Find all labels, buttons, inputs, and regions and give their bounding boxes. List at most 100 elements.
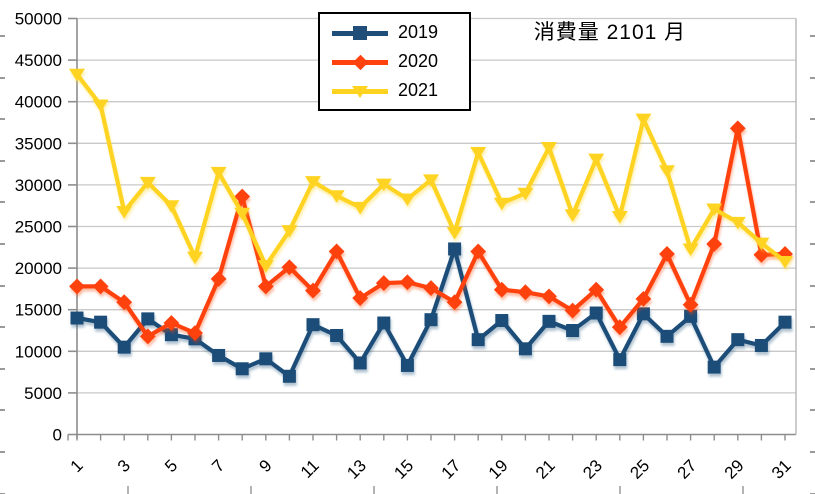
data-point-2019-day4	[141, 312, 155, 326]
data-point-2019-day16	[424, 313, 438, 327]
data-point-2019-day17	[448, 242, 462, 256]
screen-edge-artifact	[810, 409, 815, 411]
data-point-2021-day13	[352, 201, 369, 215]
legend-marker-2020-icon	[332, 49, 388, 75]
x-tick-label: 19	[485, 456, 512, 483]
x-tick-label: 15	[390, 456, 417, 483]
series-2020	[69, 120, 793, 345]
data-point-2020-day27	[682, 296, 699, 313]
data-point-2020-day17	[446, 294, 463, 311]
x-tick-label: 7	[208, 456, 228, 476]
data-point-2021-day17	[446, 226, 463, 240]
x-tick-label: 31	[768, 456, 795, 483]
data-point-2021-day22	[564, 209, 581, 222]
data-point-2019-day31	[778, 315, 792, 329]
y-tick-label: 30000	[15, 176, 62, 195]
x-tick-label: 9	[255, 456, 275, 476]
data-point-2019-day9	[259, 352, 273, 366]
x-tick-label: 25	[626, 456, 653, 483]
screen-edge-artifact	[810, 326, 815, 328]
screen-edge-artifact	[0, 118, 5, 120]
legend-item-2020: 2020	[332, 49, 469, 75]
legend-item-2019: 2019	[332, 20, 469, 46]
chart-title: 消費量 2101 月	[533, 21, 687, 44]
screen-edge-artifact	[0, 77, 5, 79]
data-point-2021-day28	[706, 203, 723, 217]
legend-marker-2021-icon	[332, 78, 388, 104]
screen-edge-artifact	[250, 486, 252, 494]
data-point-2020-day24	[611, 319, 628, 336]
data-point-2019-day30	[754, 338, 768, 352]
data-point-2020-day22	[564, 302, 581, 319]
data-point-2019-day5	[164, 328, 178, 342]
data-point-2021-day6	[187, 251, 203, 265]
screen-edge-artifact	[0, 201, 5, 203]
legend: 2019 2020 2021	[318, 12, 471, 111]
data-point-2021-day30	[753, 237, 770, 251]
x-tick-label: 29	[721, 456, 748, 483]
data-point-2019-day13	[353, 356, 367, 370]
data-point-2021-day21	[541, 141, 557, 155]
data-point-2019-day14	[377, 316, 391, 330]
y-tick-label: 20000	[15, 259, 62, 278]
y-tick-label: 5000	[24, 384, 62, 403]
screen-edge-artifact	[0, 243, 5, 245]
data-point-2020-day20	[517, 284, 534, 301]
data-point-2021-day15	[399, 193, 416, 207]
legend-marker-2019-icon	[332, 20, 388, 46]
data-point-2019-day3	[117, 340, 131, 354]
y-tick-label: 40000	[15, 93, 62, 112]
data-point-2021-day20	[517, 187, 534, 201]
data-point-2021-day2	[92, 99, 109, 113]
data-point-2021-day18	[470, 146, 487, 160]
x-tick-label: 17	[438, 456, 465, 483]
data-point-2020-day8	[234, 188, 251, 205]
data-point-2021-day4	[139, 176, 156, 190]
data-point-2020-day6	[187, 325, 203, 341]
data-point-2020-day28	[706, 236, 723, 252]
screen-edge-artifact	[0, 451, 5, 453]
legend-label-2019: 2019	[398, 22, 439, 42]
data-point-2019-day25	[636, 307, 650, 321]
data-point-2021-day7	[210, 166, 227, 180]
data-point-2020-day1	[69, 278, 85, 295]
y-tick-label: 25000	[15, 218, 62, 237]
data-point-2019-day26	[660, 329, 674, 343]
data-point-2020-day15	[399, 274, 416, 291]
data-point-2019-day2	[94, 315, 108, 329]
data-point-2019-day19	[495, 314, 509, 328]
legend-item-2021: 2021	[332, 78, 469, 104]
data-point-2021-day14	[375, 178, 392, 192]
data-point-2020-day26	[659, 246, 675, 262]
data-point-2019-day8	[235, 362, 249, 376]
data-point-2021-day31	[777, 255, 793, 269]
screen-edge-artifact	[0, 326, 5, 328]
data-point-2020-day13	[352, 290, 369, 306]
data-point-2021-day1	[69, 68, 85, 82]
x-tick-label: 27	[674, 456, 701, 483]
screen-edge-artifact	[810, 118, 815, 120]
x-tick-label: 3	[114, 456, 134, 476]
data-point-2019-day28	[707, 360, 721, 374]
screen-edge-artifact	[810, 35, 815, 37]
data-point-2019-day11	[306, 318, 320, 332]
series-2021	[69, 68, 793, 273]
screen-edge-artifact	[810, 243, 815, 245]
data-point-2021-day24	[611, 211, 628, 224]
screen-edge-artifact	[742, 486, 744, 494]
screen-edge-artifact	[0, 285, 5, 287]
screen-edge-artifact	[810, 451, 815, 453]
data-point-2020-day9	[257, 278, 274, 295]
data-point-2020-day21	[541, 288, 557, 305]
series-2019	[70, 242, 792, 383]
screen-edge-artifact	[373, 486, 375, 494]
screen-edge-artifact	[127, 486, 129, 494]
x-tick-label: 23	[579, 456, 606, 483]
x-tick-label: 21	[532, 456, 559, 483]
y-tick-label: 50000	[15, 10, 62, 29]
data-point-2019-day27	[684, 309, 698, 323]
y-tick-label: 10000	[15, 342, 62, 361]
x-tick-label: 11	[297, 456, 323, 482]
data-point-2019-day1	[70, 311, 84, 325]
